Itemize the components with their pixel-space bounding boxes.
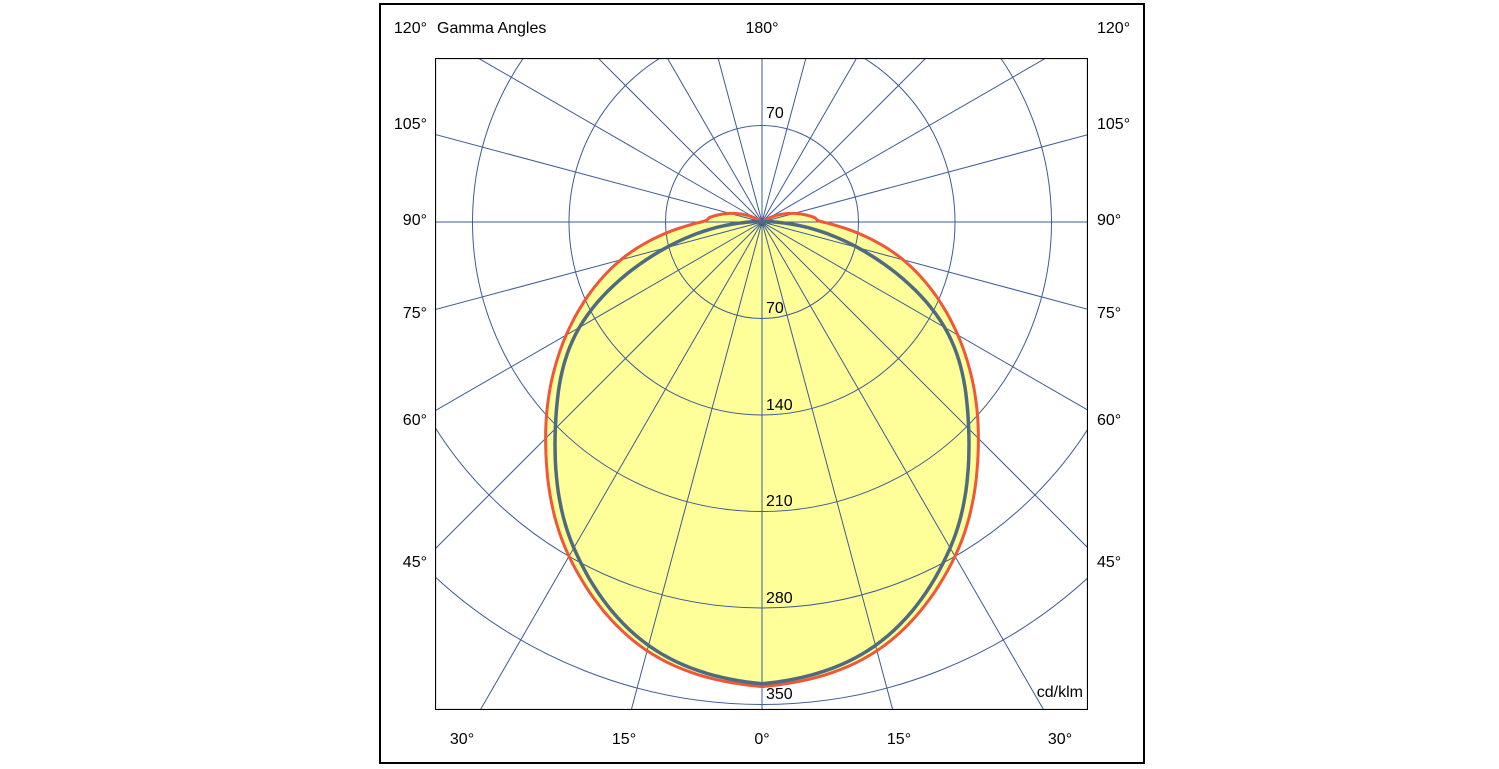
gamma-label-120-top-left: 120° — [393, 20, 427, 37]
gamma-ray-330 — [479, 221, 763, 710]
gamma-ray-60 — [761, 221, 1088, 411]
gamma-ray-315 — [435, 221, 763, 550]
gamma-ray-150 — [761, 58, 858, 223]
gamma-ray-75 — [761, 221, 1088, 310]
gamma-ray-165 — [761, 58, 807, 223]
polar-grid — [435, 58, 1088, 710]
gamma-label-60-right: 60° — [1097, 412, 1122, 429]
unit-label: cd/klm — [1036, 684, 1083, 701]
polar-intensity-plot — [435, 58, 1088, 710]
gamma-label-60-left: 60° — [402, 412, 427, 429]
gamma-label-90-left: 90° — [402, 212, 427, 229]
chart-title: Gamma Angles — [437, 20, 547, 37]
gamma-ray-240 — [476, 58, 763, 223]
gamma-label-105-left: 105° — [393, 116, 427, 133]
gamma-label-90-right: 90° — [1097, 212, 1122, 229]
ring-value-280: 280 — [766, 590, 793, 607]
gamma-ray-300 — [435, 221, 763, 412]
gamma-label-45-left: 45° — [402, 554, 427, 571]
gamma-label-15-bottom-right: 15° — [886, 731, 912, 748]
gamma-ray-105 — [761, 134, 1088, 223]
gamma-ray-210 — [666, 58, 763, 223]
gamma-label-30-bottom-left: 30° — [449, 731, 475, 748]
gamma-ray-120 — [761, 58, 1048, 223]
gamma-label-45-right: 45° — [1097, 554, 1122, 571]
gamma-ray-135 — [761, 58, 927, 223]
gamma-ray-225 — [597, 58, 763, 223]
gamma-label-15-bottom-left: 15° — [611, 731, 637, 748]
ring-value-210: 210 — [766, 493, 793, 510]
gamma-label-30-bottom-right: 30° — [1047, 731, 1073, 748]
ring-value-70: 70 — [766, 300, 784, 317]
gamma-label-75-left: 75° — [402, 305, 427, 322]
red-curve — [544, 211, 980, 689]
gamma-ray-255 — [435, 133, 763, 223]
gamma-ray-15 — [761, 221, 894, 710]
gamma-label-120-top-right: 120° — [1097, 20, 1131, 37]
gamma-ray-345 — [630, 221, 763, 710]
ring-value-350: 350 — [766, 686, 793, 703]
gamma-label-180-top: 180° — [745, 20, 779, 37]
gamma-ray-195 — [717, 58, 763, 223]
ring-value-70-upper: 70 — [766, 105, 784, 122]
gamma-label-0-bottom: 0° — [754, 731, 770, 748]
gamma-ray-285 — [435, 221, 763, 311]
ring-value-140: 140 — [766, 397, 793, 414]
gamma-label-105-right: 105° — [1097, 116, 1131, 133]
gamma-label-75-right: 75° — [1097, 305, 1122, 322]
gamma-ray-30 — [761, 221, 1045, 710]
blue-curve — [553, 219, 971, 686]
plot-frame — [435, 58, 1088, 710]
gamma-ray-45 — [761, 221, 1088, 549]
